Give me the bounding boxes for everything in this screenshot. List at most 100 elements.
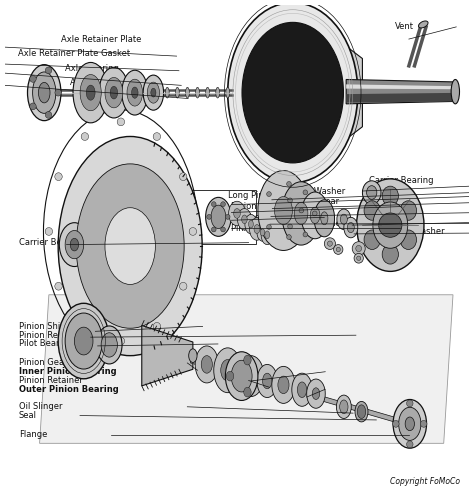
Circle shape — [55, 282, 62, 290]
Ellipse shape — [366, 186, 377, 199]
Ellipse shape — [382, 186, 399, 206]
Ellipse shape — [257, 224, 268, 241]
Circle shape — [267, 225, 271, 230]
Ellipse shape — [65, 313, 102, 369]
Ellipse shape — [105, 208, 155, 284]
Text: Flange: Flange — [18, 430, 47, 439]
Ellipse shape — [196, 87, 200, 98]
Ellipse shape — [382, 245, 399, 264]
Ellipse shape — [260, 229, 265, 236]
Ellipse shape — [58, 137, 202, 356]
Ellipse shape — [282, 182, 320, 245]
Ellipse shape — [206, 87, 210, 98]
Ellipse shape — [307, 379, 325, 408]
Ellipse shape — [364, 201, 380, 220]
Circle shape — [30, 76, 36, 83]
Ellipse shape — [321, 212, 328, 225]
Text: Pinion Gear: Pinion Gear — [231, 224, 280, 233]
Circle shape — [392, 420, 399, 427]
Ellipse shape — [399, 407, 421, 440]
Ellipse shape — [356, 179, 424, 271]
Text: Side Gear Washer: Side Gear Washer — [270, 186, 345, 195]
Ellipse shape — [195, 346, 219, 383]
Ellipse shape — [216, 87, 219, 98]
Polygon shape — [191, 358, 404, 425]
Text: Pinion Gear: Pinion Gear — [363, 217, 411, 226]
Circle shape — [226, 214, 230, 219]
Ellipse shape — [59, 223, 90, 266]
Ellipse shape — [132, 87, 138, 98]
Ellipse shape — [272, 366, 295, 404]
Ellipse shape — [451, 80, 459, 104]
Circle shape — [46, 67, 52, 74]
Ellipse shape — [244, 355, 251, 365]
Ellipse shape — [214, 348, 242, 393]
Circle shape — [153, 133, 161, 141]
Circle shape — [267, 192, 271, 196]
Ellipse shape — [73, 63, 109, 123]
Circle shape — [356, 246, 362, 251]
Circle shape — [55, 89, 62, 96]
Ellipse shape — [231, 360, 252, 392]
Ellipse shape — [228, 2, 358, 183]
Ellipse shape — [97, 326, 122, 364]
Circle shape — [407, 441, 413, 448]
Ellipse shape — [226, 352, 258, 401]
Ellipse shape — [278, 376, 289, 394]
Ellipse shape — [86, 85, 95, 100]
Ellipse shape — [261, 225, 273, 245]
Ellipse shape — [242, 22, 344, 163]
Circle shape — [46, 111, 52, 118]
Ellipse shape — [249, 218, 264, 240]
Ellipse shape — [364, 230, 380, 249]
Ellipse shape — [400, 230, 417, 249]
Circle shape — [312, 211, 317, 216]
Ellipse shape — [27, 65, 61, 121]
Text: Axle Retainer Plate: Axle Retainer Plate — [62, 35, 142, 44]
Ellipse shape — [228, 201, 246, 226]
Polygon shape — [39, 295, 453, 443]
Ellipse shape — [206, 197, 231, 237]
Ellipse shape — [201, 356, 212, 373]
Polygon shape — [307, 16, 363, 169]
Ellipse shape — [265, 231, 270, 239]
Ellipse shape — [393, 400, 427, 448]
Ellipse shape — [357, 405, 365, 418]
Ellipse shape — [105, 78, 123, 108]
Ellipse shape — [221, 359, 235, 381]
Ellipse shape — [226, 371, 234, 381]
Ellipse shape — [257, 364, 277, 398]
Ellipse shape — [238, 356, 264, 397]
Ellipse shape — [101, 333, 118, 357]
Ellipse shape — [248, 220, 253, 228]
Ellipse shape — [189, 349, 197, 362]
Ellipse shape — [274, 196, 292, 225]
Circle shape — [153, 323, 161, 330]
Ellipse shape — [363, 181, 381, 204]
Ellipse shape — [122, 70, 148, 115]
Circle shape — [180, 173, 187, 180]
Ellipse shape — [151, 88, 156, 97]
Ellipse shape — [301, 192, 329, 239]
Text: Outer Pinion Bearing: Outer Pinion Bearing — [18, 385, 118, 394]
Text: Pinion Retainer O-Ring: Pinion Retainer O-Ring — [18, 331, 114, 339]
Ellipse shape — [297, 382, 307, 398]
Ellipse shape — [175, 87, 179, 98]
Circle shape — [354, 253, 364, 263]
Ellipse shape — [211, 205, 226, 229]
Circle shape — [117, 337, 125, 345]
Polygon shape — [142, 326, 193, 386]
Ellipse shape — [340, 214, 347, 224]
Ellipse shape — [242, 215, 247, 224]
Circle shape — [303, 232, 308, 237]
Circle shape — [287, 181, 292, 186]
Circle shape — [189, 228, 197, 236]
Text: Pinion Gear: Pinion Gear — [18, 358, 67, 367]
Text: Left Side Gear: Left Side Gear — [271, 208, 330, 217]
Ellipse shape — [74, 327, 93, 355]
Text: Washer: Washer — [232, 213, 264, 222]
Ellipse shape — [340, 400, 348, 414]
Circle shape — [211, 227, 216, 232]
Text: Pilot Bearing: Pilot Bearing — [18, 339, 73, 348]
Ellipse shape — [99, 67, 129, 118]
